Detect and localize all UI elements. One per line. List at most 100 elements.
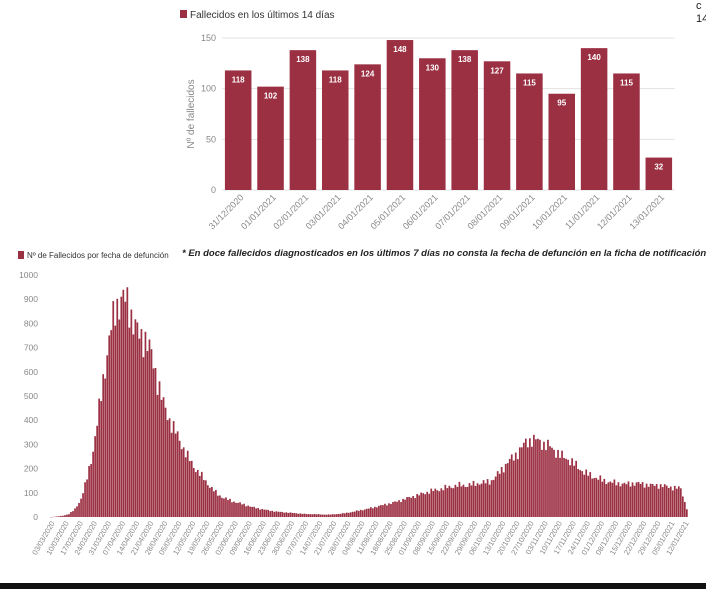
daily-bar [545, 450, 547, 517]
daily-bar [194, 472, 197, 517]
daily-bar [496, 471, 499, 517]
daily-bar [215, 490, 217, 517]
daily-bar [416, 494, 419, 517]
daily-bar [681, 496, 684, 517]
daily-bar [72, 511, 74, 517]
bar [516, 73, 543, 190]
daily-bar [450, 487, 453, 517]
daily-bar [386, 505, 388, 517]
daily-bar [510, 454, 513, 517]
daily-bar [174, 433, 177, 517]
daily-bar [355, 510, 358, 517]
daily-bar [124, 301, 127, 517]
daily-bar [74, 508, 76, 517]
daily-bar [430, 488, 433, 517]
legend-swatch [18, 251, 24, 259]
bar-value-label: 140 [587, 53, 601, 62]
daily-bar [526, 447, 529, 517]
y-tick-label: 300 [24, 439, 38, 449]
daily-bar [585, 469, 588, 517]
daily-bar [456, 486, 459, 517]
daily-bar [301, 513, 304, 517]
daily-bar [239, 502, 241, 517]
daily-bar [619, 486, 622, 517]
daily-bar [70, 512, 72, 517]
daily-bar [468, 483, 471, 517]
daily-bar [454, 484, 457, 517]
daily-bar [522, 442, 525, 517]
daily-bar [569, 465, 571, 517]
y-tick-label: 700 [24, 343, 38, 353]
daily-bar [408, 496, 410, 517]
daily-bar [269, 511, 272, 517]
daily-bar [78, 503, 80, 517]
daily-bar [587, 475, 590, 517]
daily-bar [219, 495, 221, 517]
daily-bar [581, 471, 584, 517]
daily-bar [192, 467, 195, 517]
daily-bar [623, 482, 626, 517]
daily-bar [130, 309, 133, 517]
daily-bar [563, 457, 565, 517]
daily-bar [392, 501, 394, 517]
daily-bar [506, 463, 509, 517]
daily-bar [116, 298, 119, 517]
daily-bar [535, 439, 537, 517]
daily-bar [287, 512, 290, 517]
daily-bar [76, 506, 78, 517]
daily-bar [661, 487, 664, 517]
daily-bar [500, 466, 503, 517]
daily-bar [323, 514, 326, 517]
daily-bar [603, 478, 606, 517]
daily-bar [452, 488, 455, 517]
daily-bar [176, 431, 179, 517]
daily-bar [480, 483, 483, 517]
daily-bar [90, 464, 92, 517]
daily-bar [180, 449, 183, 517]
daily-bar [543, 441, 545, 517]
bar [451, 50, 478, 190]
daily-bar [537, 438, 539, 517]
daily-bar [295, 513, 298, 517]
daily-bar [335, 514, 338, 517]
daily-bar [170, 432, 173, 517]
daily-bar [541, 449, 543, 517]
daily-bar [524, 438, 527, 517]
daily-bar [494, 476, 497, 517]
daily-bar [683, 501, 686, 517]
daily-bar [669, 486, 672, 517]
daily-bar [255, 508, 257, 517]
y-tick-label: 900 [24, 294, 38, 304]
daily-bar [245, 506, 247, 517]
daily-bar [267, 509, 270, 517]
daily-bar [667, 487, 670, 517]
daily-bar [504, 463, 507, 517]
daily-bar [182, 447, 185, 517]
bar-value-label: 118 [232, 75, 245, 84]
daily-bar [380, 505, 382, 517]
daily-bar [299, 513, 302, 517]
daily-bar [202, 480, 205, 517]
daily-bar [595, 477, 598, 517]
daily-bar [657, 488, 660, 517]
daily-bar [341, 513, 344, 517]
daily-bar [470, 485, 473, 517]
daily-bar [555, 457, 557, 517]
daily-bar [573, 465, 575, 517]
daily-bar [518, 447, 521, 517]
daily-bar [476, 483, 479, 517]
daily-bar [297, 513, 300, 517]
daily-bar [136, 322, 139, 517]
daily-bar [62, 515, 64, 517]
daily-bar [154, 367, 157, 517]
y-tick-label: 0 [211, 185, 216, 195]
daily-bar [412, 496, 414, 517]
daily-bar [486, 479, 489, 517]
daily-bar [394, 501, 396, 517]
bar-value-label: 130 [426, 63, 440, 72]
daily-bar [337, 513, 340, 517]
daily-bar [96, 425, 99, 517]
daily-bar [643, 487, 646, 517]
daily-bar [206, 485, 209, 517]
daily-bar [639, 483, 642, 517]
